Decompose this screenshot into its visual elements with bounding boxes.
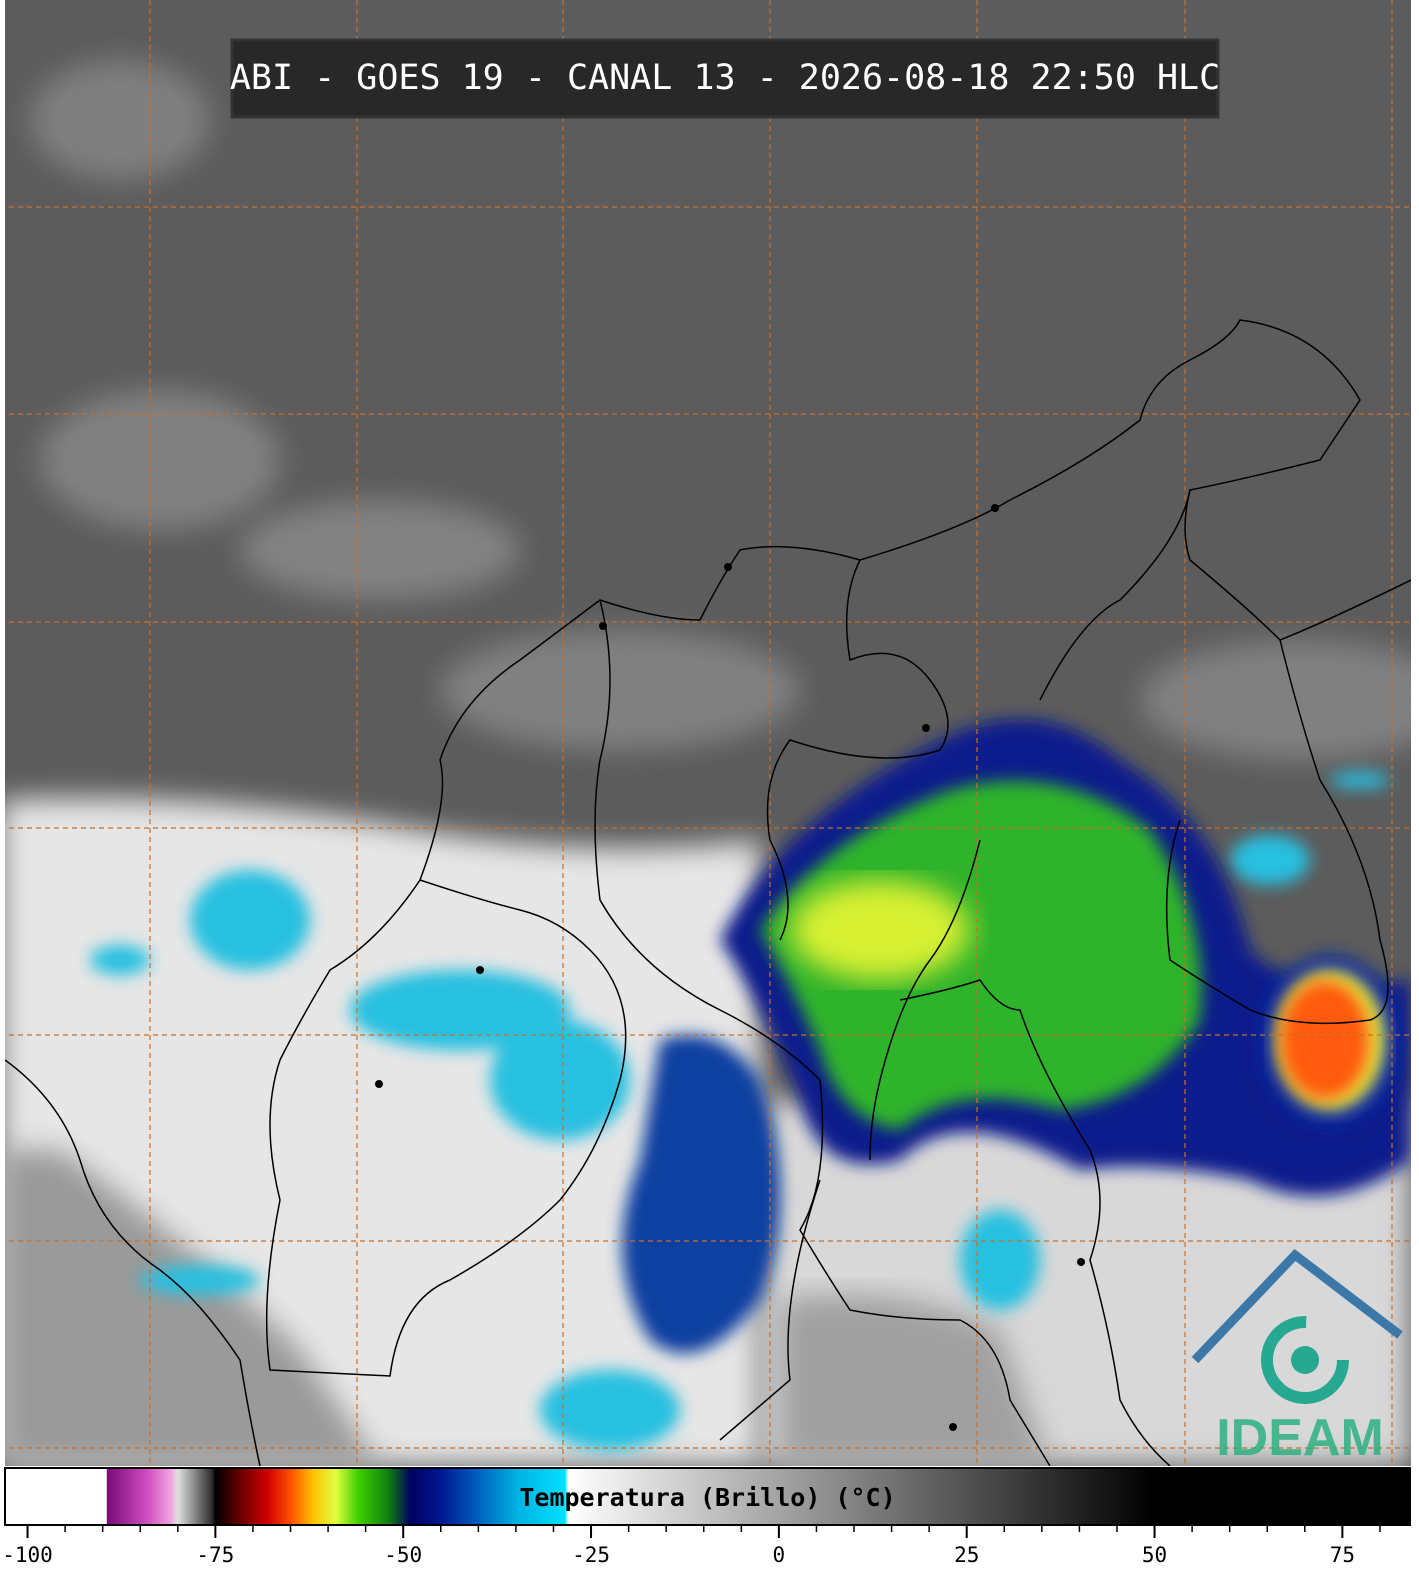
colorbar-label: Temperatura (Brillo) (°C) (519, 1483, 895, 1512)
x-tick-label: 0 (773, 1543, 786, 1567)
boundaries (5, 319, 1411, 1466)
logo: IDEAM (1191, 1248, 1403, 1467)
colorbar: Temperatura (Brillo) (°C) -100 -75 -50 -25 0 2… (2, 1467, 1411, 1567)
x-tick-label: -75 (196, 1543, 234, 1567)
logo-text: IDEAM (1216, 1409, 1384, 1467)
x-tick-label: -100 (2, 1543, 53, 1567)
x-tick-label: 25 (954, 1543, 979, 1567)
cities (375, 504, 1085, 1431)
x-tick-label: 75 (1330, 1543, 1355, 1567)
graticule (5, 0, 1411, 1466)
title: ABI - GOES 19 - CANAL 13 - 2026-08-18 22… (230, 58, 1220, 98)
colorbar-fill (4, 1467, 1411, 1526)
title-box (230, 38, 1220, 119)
x-tick-label: 50 (1142, 1543, 1167, 1567)
x-tick-label: -50 (384, 1543, 422, 1567)
x-tick-label: -25 (572, 1543, 610, 1567)
satellite-image: IDEAM (5, 0, 1411, 1467)
